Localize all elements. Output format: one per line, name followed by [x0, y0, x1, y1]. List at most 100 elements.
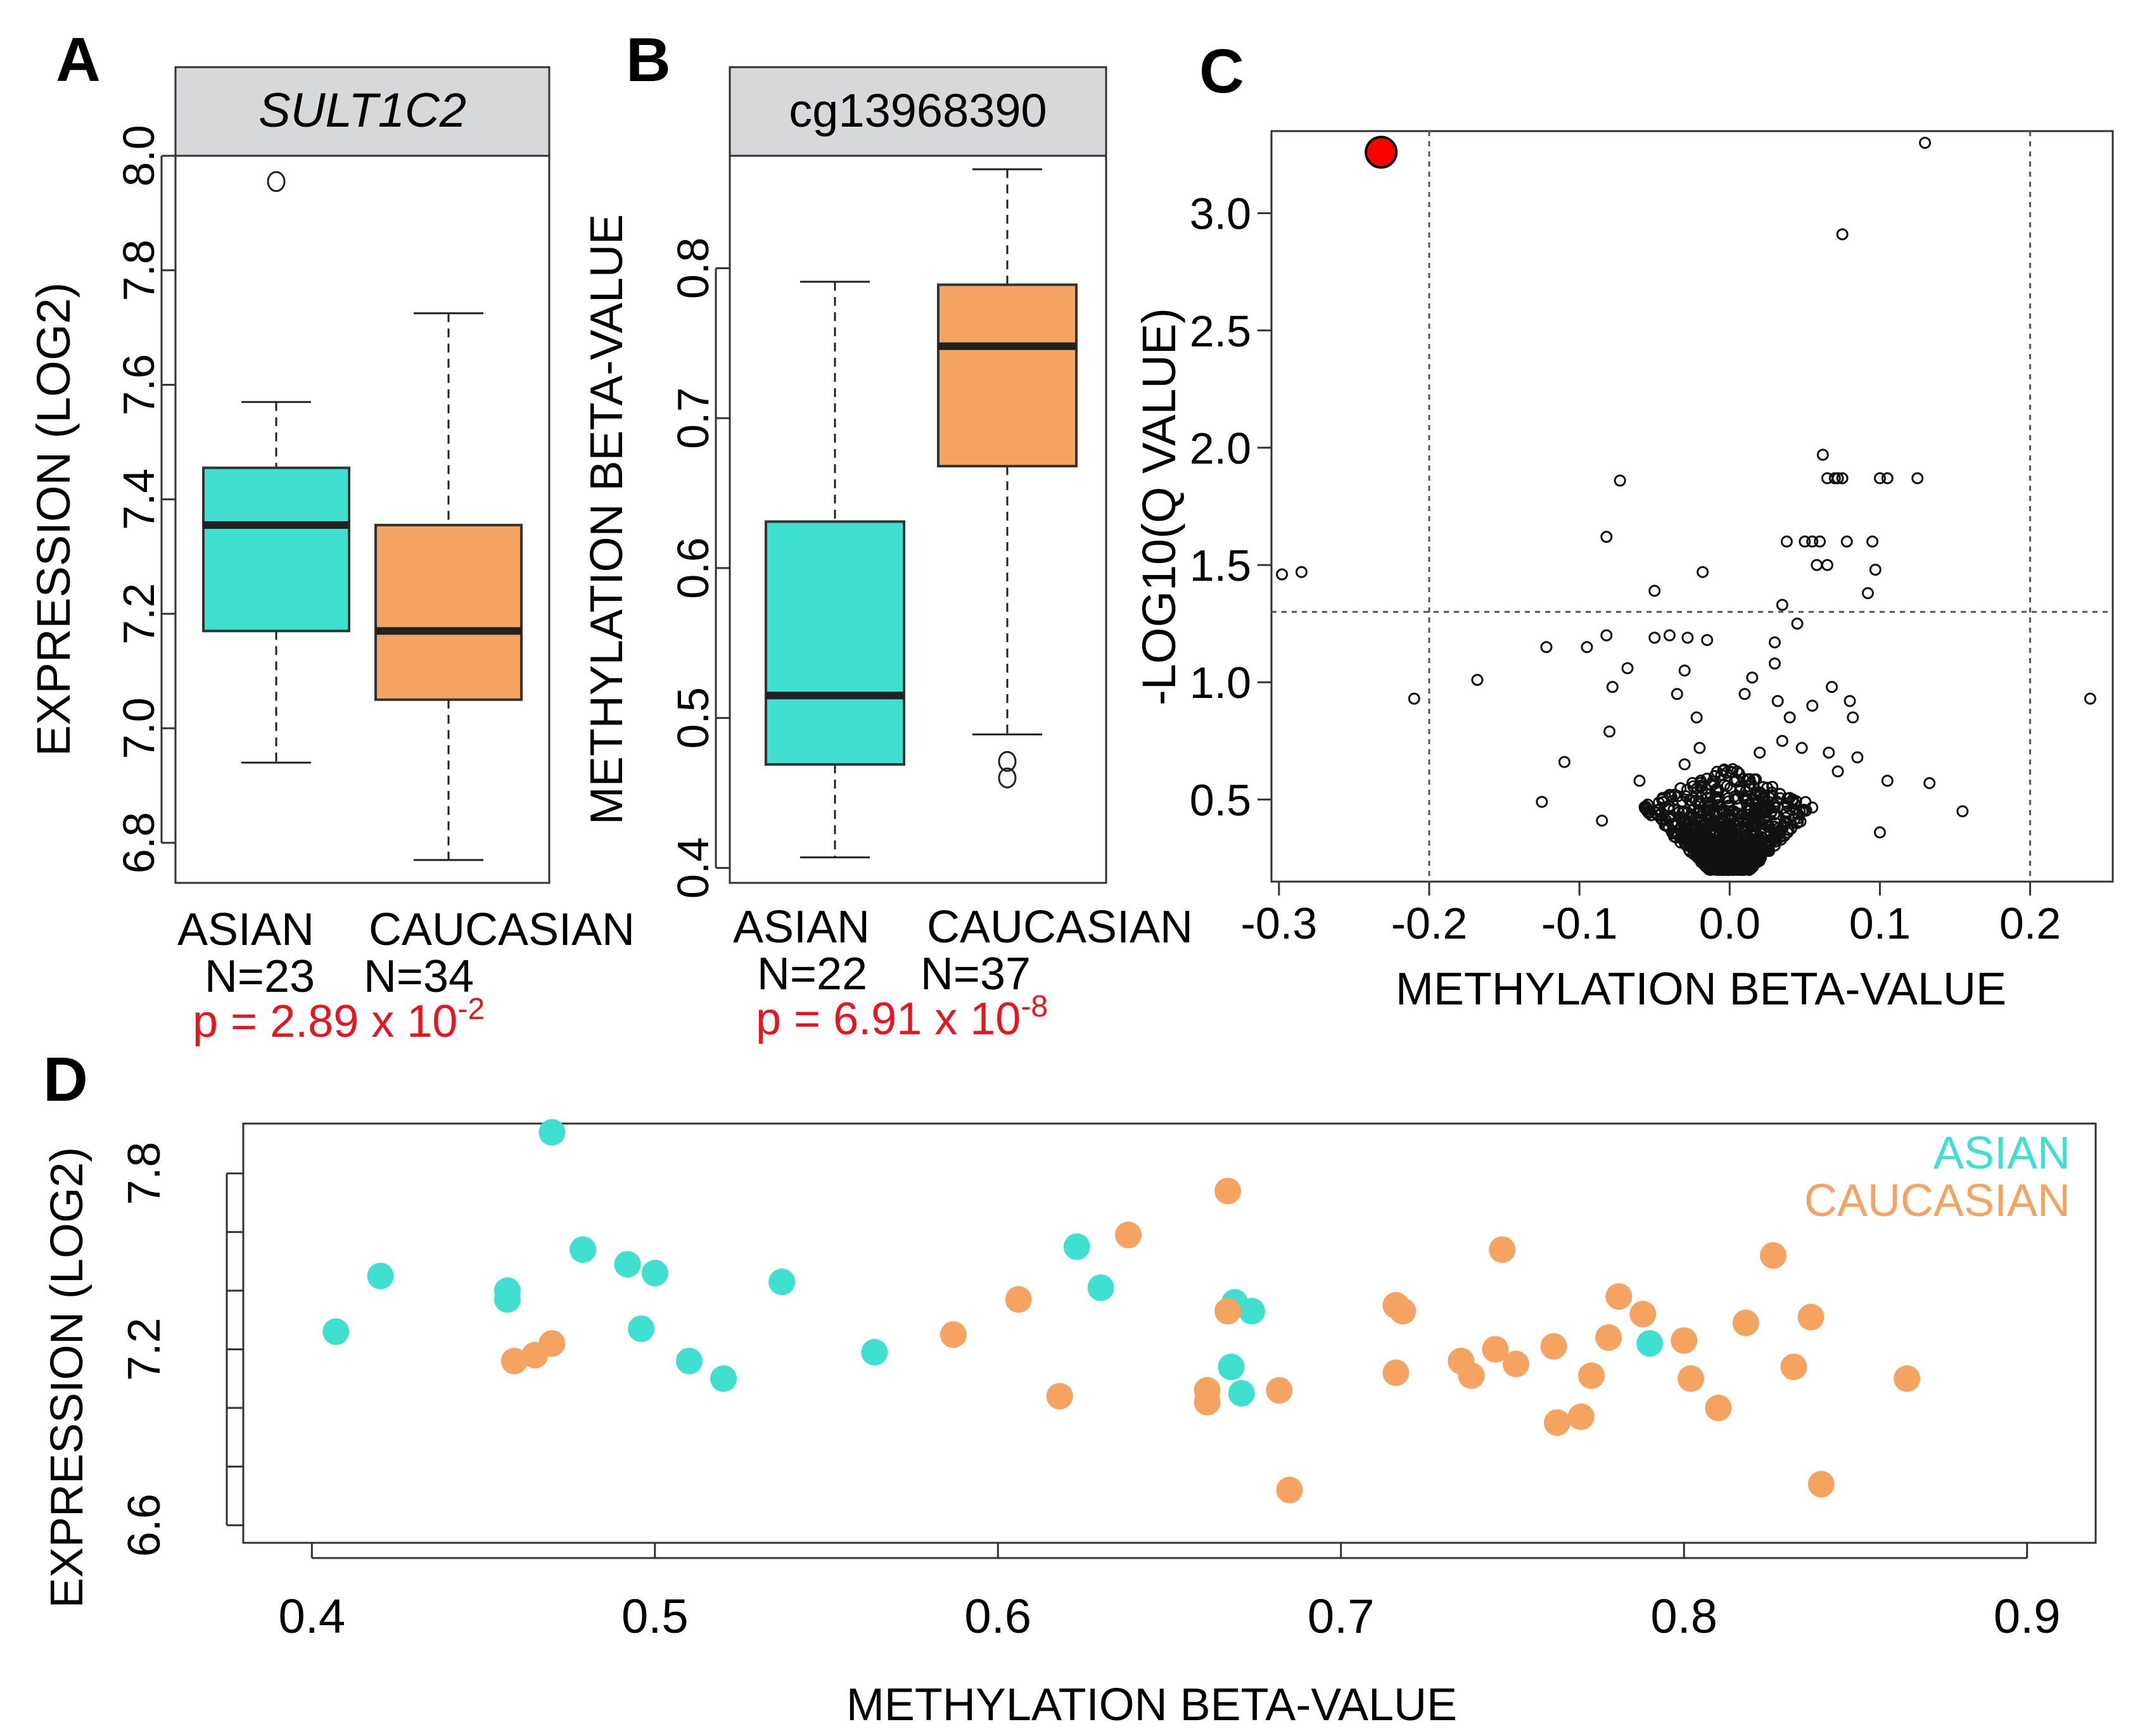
panel-c-point [1633, 775, 1646, 787]
panel-c-point [1651, 804, 1664, 816]
panel-c-point [1694, 776, 1707, 789]
panel-c-point [1728, 863, 1740, 876]
panel-c-point [1768, 798, 1781, 811]
panel-c-point [1638, 801, 1651, 813]
panel-d-points [322, 1118, 1921, 1504]
panel-a-asian-box [202, 466, 350, 633]
panel-d-x-tick-label: 0.6 [964, 1590, 1031, 1644]
panel-c-point [1755, 788, 1767, 801]
panel-c-point [1735, 820, 1748, 833]
panel-c-point [1694, 781, 1707, 794]
panel-c-point [1648, 585, 1661, 597]
panel-c-point [1873, 826, 1886, 839]
panel-d-point-caucasian [1502, 1350, 1529, 1378]
panel-a-y-tick-label: 7.2 [114, 583, 163, 644]
panel-a-letter: A [56, 25, 101, 94]
panel-d-y-label: EXPRESSION (LOG2) [42, 1147, 92, 1608]
panel-a-p-value: p = 2.89 x 10-2 [193, 992, 485, 1047]
panel-c-point [1766, 805, 1778, 818]
panel-d-point-caucasian [1629, 1300, 1657, 1327]
panel-b-boxes [765, 168, 1078, 859]
panel-d-plot-frame [242, 1122, 2097, 1544]
panel-d-point-caucasian [1276, 1476, 1303, 1504]
panel-a-group2-n: N=34 [364, 951, 474, 1002]
panel-b-caucasian-box [937, 283, 1078, 467]
panel-d-x-tick-label: 0.4 [278, 1590, 345, 1644]
panel-d-point-asian [367, 1262, 394, 1289]
panel-b-y-tick-label: 0.5 [668, 687, 718, 749]
panel-c-point [1799, 804, 1812, 817]
panel-c-points [1276, 136, 2096, 839]
panel-c-point [1697, 566, 1709, 578]
panel-c-threshold-lines [1271, 131, 2113, 882]
panel-d-point-caucasian [1194, 1388, 1221, 1416]
panel-c-point [1956, 805, 1969, 818]
panel-a-group1-label: ASIAN [177, 904, 314, 955]
panel-c-point [1785, 822, 1797, 835]
panel-c-x-axis: -0.3 -0.2 -0.1 0.0 0.1 0.2 [1241, 882, 2061, 948]
panel-d-point-caucasian [1214, 1177, 1242, 1205]
panel-c-point [1778, 830, 1790, 842]
panel-d-legend-asian: ASIAN [1933, 1128, 2070, 1179]
panel-b-p-prefix: p = 6.91 x 10 [756, 994, 1021, 1044]
panel-c-point [1603, 725, 1616, 738]
panel-c-x-tick-label: -0.2 [1391, 899, 1468, 948]
panel-a-boxes [202, 171, 523, 861]
panel-c-y-tick-label: 2.0 [1190, 424, 1251, 473]
panel-c-point [1663, 629, 1676, 642]
panel-d-point-asian [768, 1268, 796, 1295]
panel-c-point [1881, 775, 1894, 787]
panel-c-y-tick-label: 3.0 [1190, 189, 1251, 239]
panel-d-x-tick-label: 0.5 [621, 1590, 689, 1644]
panel-d-point-asian [1636, 1330, 1664, 1357]
panel-d-x-tick-label: 0.8 [1650, 1590, 1717, 1644]
panel-d-point-caucasian [1382, 1359, 1410, 1386]
panel-c-point [1831, 472, 1844, 485]
panel-c-point [1676, 816, 1689, 829]
panel-c-point [1721, 780, 1733, 792]
panel-c-point [1780, 535, 1793, 548]
panel-c-point [1738, 688, 1751, 700]
panel-b-caucasian-outlier [998, 767, 1017, 789]
panel-c-point [1840, 535, 1853, 548]
panel-c-point-cloud [1638, 763, 1819, 876]
panel-c-point [1735, 844, 1748, 857]
panel-c-point [1471, 674, 1484, 687]
panel-d-point-asian [710, 1365, 737, 1392]
panel-c-point [1795, 742, 1808, 754]
panel-c-point [1709, 793, 1722, 806]
panel-c-point [1701, 792, 1714, 804]
panel-d-point-caucasian [1115, 1221, 1142, 1248]
panel-c-point [1923, 776, 1936, 789]
panel-c-point [1742, 861, 1754, 874]
panel-c-point [1558, 756, 1570, 768]
panel-c-point [1674, 782, 1687, 795]
panel-d-point-asian [1087, 1274, 1114, 1302]
panel-c-point [1649, 806, 1662, 819]
panel-a-y-tick-label: 7.6 [114, 354, 163, 415]
panel-c-point [1851, 751, 1864, 764]
panel-d-point-asian [614, 1251, 641, 1278]
panel-b-y-label: METHYLATION BETA-VALUE [582, 214, 632, 825]
panel-c-point [1919, 137, 1932, 149]
panel-c-point [1596, 814, 1608, 827]
panel-a: A SULT1C2 6.8 7.0 7.2 7.4 7.6 7.8 8.0 EXPRESSI… [27, 25, 635, 1047]
panel-a-group1-n: N=23 [205, 951, 315, 1002]
panel-c-point [1780, 805, 1793, 818]
panel-d-point-caucasian [1389, 1298, 1417, 1325]
panel-d-point-caucasian [1567, 1403, 1595, 1430]
panel-c-point [1762, 841, 1775, 854]
panel-c-point [1536, 795, 1548, 808]
panel-c-point [1787, 793, 1799, 806]
panel-c-point [1540, 641, 1553, 654]
panel-c-point [1659, 813, 1672, 826]
panel-c-point [1681, 631, 1694, 644]
panel-c-point [1749, 830, 1762, 842]
panel-b-probe-title: cg13968390 [789, 84, 1047, 137]
panel-c-point [1710, 853, 1723, 866]
panel-c-point [1695, 828, 1707, 840]
panel-a-group2-label: CAUCASIAN [369, 904, 635, 955]
panel-c-point [1821, 559, 1833, 571]
panel-b-group2-label: CAUCASIAN [927, 902, 1193, 953]
panel-c-x-tick-label: 0.2 [1999, 899, 2061, 948]
